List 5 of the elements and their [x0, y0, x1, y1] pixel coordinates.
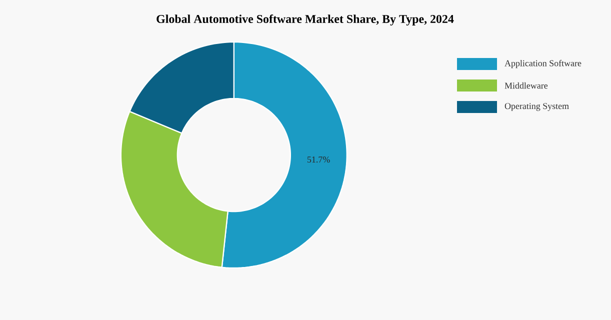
legend-label: Operating System — [504, 103, 569, 111]
chart-title: Global Automotive Software Market Share, By Type, 2024 — [156, 14, 454, 26]
data-label: 51.7% — [307, 156, 330, 163]
legend-label: Application Software — [504, 60, 582, 68]
legend-label: Middleware — [504, 82, 548, 89]
